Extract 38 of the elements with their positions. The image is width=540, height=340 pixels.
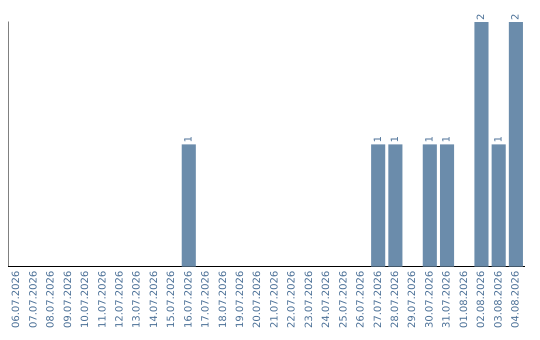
data-label: 1 bbox=[390, 136, 401, 142]
data-label: 2 bbox=[476, 14, 488, 20]
x-tick-label: 09.07.2026 bbox=[62, 270, 74, 328]
data-label: 2 bbox=[510, 14, 522, 20]
data-label: 1 bbox=[183, 136, 194, 142]
x-tick-label: 16.07.2026 bbox=[183, 270, 194, 328]
x-tick-label: 18.07.2026 bbox=[218, 270, 229, 328]
x-tick-label: 31.07.2026 bbox=[442, 270, 453, 328]
x-tick-label: 24.07.2026 bbox=[321, 270, 332, 328]
x-tick-label: 17.07.2026 bbox=[200, 270, 212, 328]
x-tick-label: 03.08.2026 bbox=[493, 270, 504, 328]
x-tick-label: 11.07.2026 bbox=[97, 270, 108, 328]
x-tick-label: 29.07.2026 bbox=[407, 270, 418, 328]
x-tick-label: 19.07.2026 bbox=[235, 270, 246, 328]
x-tick-label: 15.07.2026 bbox=[166, 270, 178, 328]
x-tick-label: 08.07.2026 bbox=[46, 270, 57, 328]
x-tick-label: 25.07.2026 bbox=[338, 270, 350, 328]
x-tick-label: 02.08.2026 bbox=[476, 270, 488, 328]
data-label: 1 bbox=[372, 136, 384, 142]
x-tick-label: 23.07.2026 bbox=[304, 270, 315, 328]
x-tick-label: 27.07.2026 bbox=[372, 270, 384, 328]
x-tick-label: 21.07.2026 bbox=[269, 270, 280, 328]
x-tick-label: 14.07.2026 bbox=[148, 270, 160, 328]
x-tick-label: 01.08.2026 bbox=[458, 270, 470, 328]
x-tick-label: 07.07.2026 bbox=[28, 270, 40, 328]
data-label: 1 bbox=[442, 136, 453, 142]
data-label: 1 bbox=[424, 136, 436, 142]
x-tick-label: 26.07.2026 bbox=[356, 270, 367, 328]
x-tick-label: 12.07.2026 bbox=[114, 270, 126, 328]
x-tick-label: 28.07.2026 bbox=[390, 270, 401, 328]
x-tick-label: 30.07.2026 bbox=[424, 270, 436, 328]
x-tick-label: 13.07.2026 bbox=[132, 270, 143, 328]
data-label: 1 bbox=[493, 136, 504, 142]
x-tick-label: 04.08.2026 bbox=[510, 270, 522, 328]
x-tick-label: 06.07.2026 bbox=[11, 270, 22, 328]
x-tick-label: 20.07.2026 bbox=[252, 270, 264, 328]
x-tick-label: 10.07.2026 bbox=[80, 270, 92, 328]
x-tick-label: 22.07.2026 bbox=[286, 270, 298, 328]
